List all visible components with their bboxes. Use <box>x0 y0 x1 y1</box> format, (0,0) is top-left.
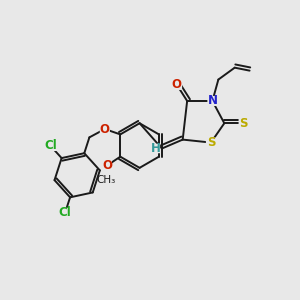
FancyBboxPatch shape <box>171 79 182 90</box>
FancyBboxPatch shape <box>206 137 216 148</box>
Text: O: O <box>172 78 182 91</box>
FancyBboxPatch shape <box>207 96 218 106</box>
FancyBboxPatch shape <box>58 208 72 218</box>
FancyBboxPatch shape <box>44 141 58 151</box>
Text: O: O <box>102 159 112 172</box>
Text: S: S <box>207 136 215 149</box>
Text: Cl: Cl <box>44 140 57 152</box>
FancyBboxPatch shape <box>100 124 110 134</box>
Text: N: N <box>207 94 218 107</box>
Text: CH₃: CH₃ <box>97 175 116 185</box>
FancyBboxPatch shape <box>238 118 249 128</box>
FancyBboxPatch shape <box>102 160 112 171</box>
Text: S: S <box>239 117 248 130</box>
FancyBboxPatch shape <box>151 144 160 153</box>
Text: O: O <box>100 122 110 136</box>
Text: Cl: Cl <box>59 206 71 219</box>
Text: H: H <box>150 142 160 155</box>
